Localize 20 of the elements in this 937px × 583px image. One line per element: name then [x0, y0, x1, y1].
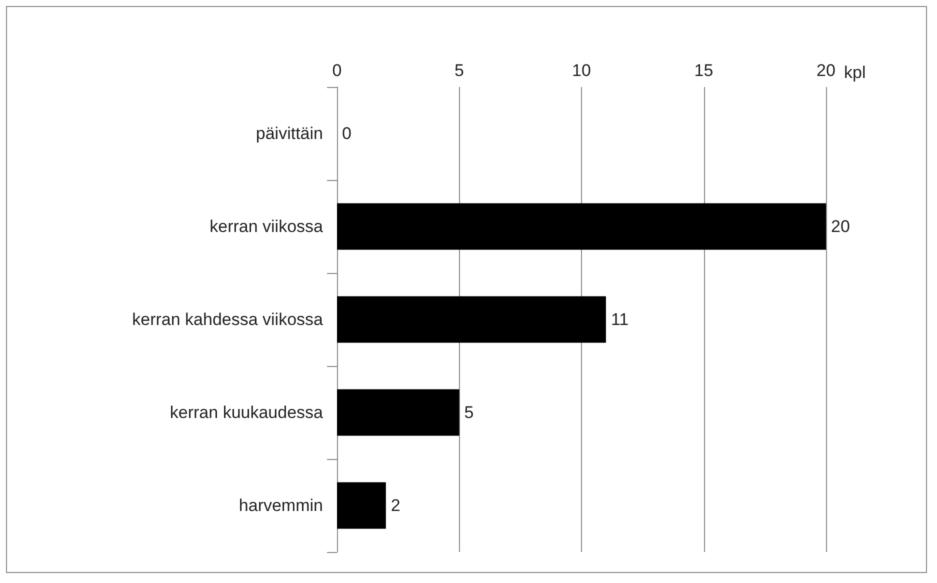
- x-tick-label: 20: [816, 61, 836, 80]
- x-tick-label: 0: [332, 61, 342, 80]
- data-label: 0: [342, 124, 352, 143]
- bar: [337, 296, 606, 343]
- data-label: 20: [831, 217, 850, 236]
- data-label: 2: [390, 496, 400, 515]
- y-tick-label: päivittäin: [256, 124, 323, 143]
- y-tick-label: kerran kahdessa viikossa: [132, 310, 324, 329]
- x-tick-label: 10: [572, 61, 591, 80]
- x-axis-title: kpl: [844, 63, 866, 82]
- bar: [337, 389, 460, 436]
- bar: [337, 203, 826, 250]
- y-tick-label: kerran kuukaudessa: [170, 403, 324, 422]
- data-label: 5: [464, 403, 474, 422]
- x-tick-label: 15: [694, 61, 714, 80]
- y-tick-label: kerran viikossa: [210, 217, 324, 236]
- x-tick-label: 5: [454, 61, 464, 80]
- data-label: 11: [610, 310, 629, 329]
- bar: [337, 482, 386, 529]
- y-tick-label: harvemmin: [238, 496, 323, 515]
